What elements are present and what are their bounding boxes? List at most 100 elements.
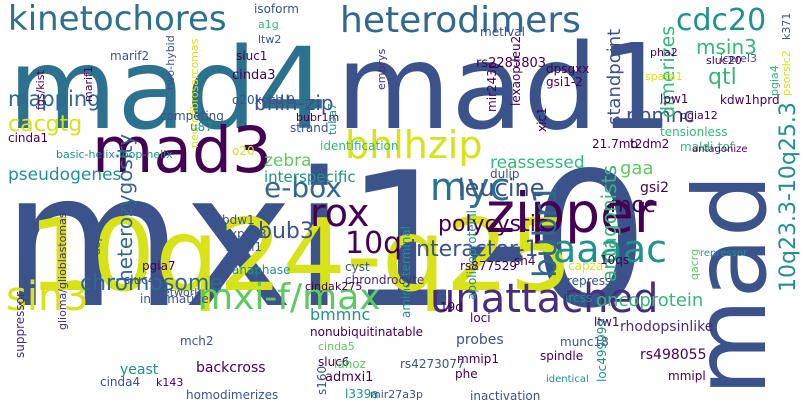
- word: mad4: [8, 25, 328, 155]
- word: l339a: [345, 387, 379, 401]
- word: antagonize: [692, 144, 748, 155]
- word: spata1: [645, 70, 683, 83]
- word: zebra: [264, 151, 312, 171]
- word: zipper: [486, 181, 657, 245]
- word: network: [156, 286, 201, 299]
- word: basic-helix-loop-helix: [56, 148, 173, 161]
- word: loci: [470, 311, 491, 325]
- word: mmip1: [457, 352, 499, 366]
- word: t2dm2: [630, 137, 669, 151]
- word: mad: [672, 174, 789, 396]
- word: pgia12: [680, 109, 718, 122]
- word: chromosome: [80, 271, 223, 296]
- word: apolipoproteinl: [465, 210, 479, 300]
- word: sluc4: [124, 273, 155, 287]
- word: lexaop-leu2: [509, 36, 523, 106]
- word: interspecific: [264, 168, 356, 186]
- word: metlval: [480, 25, 525, 39]
- word: amino-terminal: [399, 226, 413, 318]
- word: sh4: [514, 254, 536, 268]
- word: marif1: [82, 66, 95, 102]
- word: polycystic: [438, 212, 548, 237]
- word: mir243p: [485, 62, 499, 112]
- word: sin3: [6, 274, 89, 320]
- word: competing: [160, 109, 224, 123]
- word: homodimerizes: [186, 388, 278, 402]
- word: gsi2: [640, 180, 669, 196]
- word: pseudogenes: [8, 165, 122, 185]
- word: pbmnc: [626, 103, 695, 127]
- word: antagonists: [597, 165, 621, 282]
- word: pha2: [650, 46, 678, 59]
- word: 10q: [345, 226, 402, 261]
- word: 19d: [440, 300, 463, 314]
- word: oncoprotein: [596, 290, 703, 311]
- word: rs498055: [640, 347, 707, 363]
- word: mmipl: [668, 369, 706, 383]
- word: qtl: [708, 65, 737, 90]
- word: rs4273077: [400, 357, 465, 371]
- word: kinetochores: [8, 0, 227, 39]
- word: o20xocb-9: [232, 93, 295, 107]
- word: sluc1: [236, 49, 267, 63]
- word: zmxi1: [226, 240, 262, 254]
- word: k143: [156, 376, 183, 389]
- word: cdc20: [676, 3, 766, 38]
- word: loc499999: [595, 319, 609, 382]
- word: marif2: [110, 49, 149, 63]
- word: aaaac: [553, 227, 667, 271]
- word: bubr1: [526, 184, 564, 278]
- word: cinda1: [8, 131, 48, 145]
- word: lahoz: [334, 357, 366, 371]
- word: bub3: [258, 219, 314, 244]
- word: dulip: [490, 167, 520, 181]
- word: capza: [568, 259, 603, 273]
- word: a1g: [258, 18, 279, 31]
- word: k371: [780, 13, 793, 40]
- word: mir27a3p: [370, 388, 423, 401]
- word: backcross: [196, 360, 266, 376]
- word: munc18: [560, 335, 609, 349]
- word: cyst: [345, 260, 370, 274]
- word: e-box: [264, 171, 342, 204]
- word: heterodimers: [340, 0, 581, 41]
- word: ircss: [565, 291, 592, 305]
- word: dpsgxx: [546, 62, 589, 76]
- word: anaphase: [232, 263, 291, 277]
- word: rox: [310, 191, 369, 235]
- word: hprd: [752, 93, 780, 107]
- word: heterozygosity: [113, 134, 137, 282]
- word: o20: [232, 144, 255, 158]
- word: isoform: [254, 2, 299, 16]
- word: unattached: [430, 276, 658, 322]
- word: mcc: [610, 193, 656, 218]
- word: identification: [320, 139, 398, 153]
- word: cacgtg: [8, 112, 82, 137]
- word: informative: [140, 292, 209, 306]
- word: cinda5: [318, 340, 355, 353]
- word: cinda4: [100, 375, 140, 389]
- word: embrys: [375, 49, 388, 90]
- word: chrondrocyte: [345, 273, 424, 287]
- word: tensionless: [660, 125, 727, 139]
- word: maldi-tof: [680, 140, 735, 154]
- word: suppressor: [13, 292, 27, 358]
- word: fgs/kist: [34, 70, 47, 110]
- word: neurofibrosarcomas: [188, 38, 201, 148]
- word: probes: [456, 332, 504, 348]
- word: aop1: [90, 228, 103, 255]
- word: interactor-1: [410, 237, 539, 262]
- word: spindle: [540, 349, 583, 363]
- word: u87: [190, 120, 213, 134]
- word: 10q24-q25: [28, 197, 573, 314]
- word: rhodopsinlike: [620, 319, 713, 335]
- word: icerel3: [720, 52, 757, 65]
- word: mapping: [8, 87, 100, 111]
- word: mxi1-0: [2, 132, 649, 349]
- word: nonubiquitinatable: [310, 325, 423, 339]
- word: sluc6: [318, 355, 349, 369]
- word: admxi1: [325, 370, 373, 385]
- word: cinda3: [232, 68, 276, 83]
- word: xic1: [535, 107, 549, 132]
